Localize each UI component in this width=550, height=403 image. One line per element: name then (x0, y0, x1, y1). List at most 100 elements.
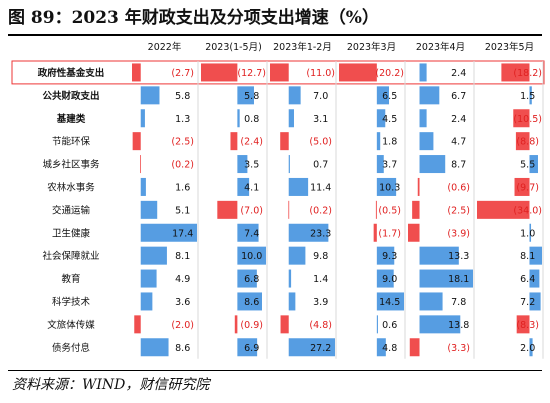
positive-bar (288, 338, 335, 357)
row-label: 节能环保 (52, 136, 91, 148)
data-label: 4.5 (382, 114, 397, 125)
positive-bar (376, 292, 404, 311)
data-label: (3.9) (447, 228, 470, 239)
positive-bar (376, 86, 390, 105)
data-label: 8.6 (244, 297, 259, 308)
negative-bar (515, 132, 530, 151)
data-label: 17.4 (172, 228, 193, 239)
row-label: 教育 (61, 273, 80, 285)
source-note: 资料来源：WIND，财信研究院 (12, 377, 210, 393)
positive-bar (376, 177, 397, 196)
highlighted-row-outline (11, 60, 545, 85)
positive-bar (237, 246, 266, 265)
data-label: 10.3 (379, 182, 400, 193)
data-label: 0.6 (382, 320, 397, 331)
positive-bar (237, 223, 259, 242)
negative-bar (270, 63, 289, 82)
title-rule (8, 34, 542, 36)
data-label: 1.5 (520, 91, 535, 102)
data-label: 4.1 (244, 182, 259, 193)
positive-bar (419, 63, 427, 82)
data-label: 3.5 (244, 160, 259, 171)
negative-bar (234, 315, 238, 334)
data-label: 7.8 (451, 297, 466, 308)
positive-bar (140, 292, 153, 311)
data-label: (20.2) (375, 68, 404, 79)
data-label: 23.3 (310, 228, 331, 239)
data-label: 8.6 (175, 343, 190, 354)
negative-bar (373, 223, 377, 242)
positive-bar (237, 292, 262, 311)
data-label: 7.2 (520, 297, 535, 308)
positive-bar (237, 155, 248, 174)
row-label: 城乡社区事务 (42, 159, 100, 171)
negative-bar (417, 177, 420, 196)
row-label: 债务付息 (52, 342, 90, 354)
data-label: 3.9 (313, 297, 328, 308)
data-label: 0.8 (244, 114, 259, 125)
data-label: 7.0 (313, 91, 328, 102)
positive-bar (237, 109, 240, 128)
data-label: (18.2) (513, 68, 542, 79)
data-label: 2.4 (451, 114, 466, 125)
column-header: 2023年3月 (347, 41, 396, 53)
negative-bar (375, 200, 377, 219)
negative-bar (217, 200, 238, 219)
row-label: 科学技术 (52, 296, 91, 308)
row-label: 卫生健康 (52, 227, 91, 239)
row-label: 公共财政支出 (42, 90, 99, 102)
row-label: 政府性基金支出 (38, 67, 105, 79)
data-label: (8.8) (516, 137, 539, 148)
negative-bar (140, 155, 141, 174)
negative-bar (280, 315, 289, 334)
data-label: (0.2) (309, 205, 332, 216)
negative-bar (409, 338, 420, 357)
positive-bar (140, 86, 160, 105)
positive-bar (419, 246, 459, 265)
positive-bar (529, 292, 541, 311)
positive-bar (529, 155, 538, 174)
data-label: 5.5 (520, 160, 535, 171)
negative-bar (280, 132, 289, 151)
positive-bar (288, 177, 309, 196)
data-label: (0.6) (447, 182, 470, 193)
positive-bar (529, 223, 532, 242)
data-label: 13.8 (448, 320, 469, 331)
positive-bar (376, 109, 386, 128)
row-label: 文旅体传媒 (47, 319, 95, 331)
data-label: 3.6 (175, 297, 190, 308)
negative-bar (514, 177, 530, 196)
data-label: 2.4 (451, 68, 466, 79)
data-label: 8.1 (520, 251, 535, 262)
positive-bar (419, 269, 473, 288)
positive-bar (376, 269, 394, 288)
data-label: 3.7 (382, 160, 397, 171)
positive-bar (529, 246, 542, 265)
data-label: 1.0 (520, 228, 535, 239)
positive-bar (419, 109, 427, 128)
negative-bar (339, 63, 377, 82)
data-label: 27.2 (310, 343, 331, 354)
data-label: 1.3 (175, 114, 190, 125)
positive-bar (376, 132, 381, 151)
positive-bar (288, 269, 292, 288)
positive-bar (140, 109, 145, 128)
positive-bar (140, 246, 167, 265)
data-label: 8.7 (451, 160, 466, 171)
data-label: 10.0 (241, 251, 262, 262)
data-label: 5.1 (175, 205, 190, 216)
data-label: 4.9 (175, 274, 190, 285)
row-label: 基建类 (56, 113, 86, 125)
positive-bar (140, 177, 146, 196)
row-label: 农林水事务 (47, 181, 95, 193)
data-label: (0.5) (378, 205, 401, 216)
data-label: (9.7) (516, 182, 539, 193)
data-label: (4.8) (309, 320, 332, 331)
positive-bar (140, 269, 157, 288)
negative-bar (201, 63, 238, 82)
positive-bar (419, 86, 440, 105)
positive-bar (529, 338, 533, 357)
data-label: 5.8 (244, 91, 259, 102)
data-label: 4.7 (451, 137, 466, 148)
